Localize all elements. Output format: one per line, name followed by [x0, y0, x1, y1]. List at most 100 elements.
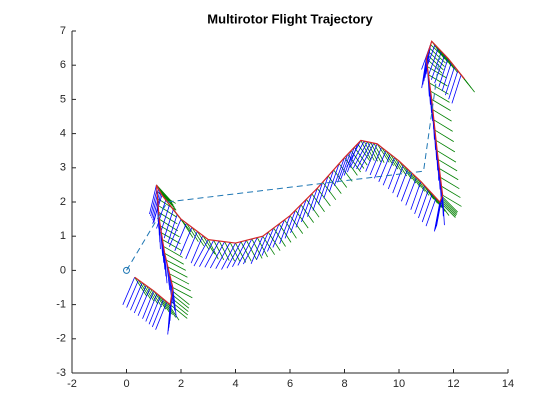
body-z-axis — [126, 279, 139, 308]
body-z-axis — [396, 169, 409, 198]
lines — [123, 40, 465, 306]
body-x-axis — [381, 147, 394, 166]
body-x-axis — [394, 157, 407, 177]
body-z-axis — [401, 173, 413, 202]
body-x-axis — [398, 160, 412, 180]
body-z-axis — [337, 153, 349, 183]
body-x-axis — [160, 225, 180, 238]
body-x-axis — [347, 153, 361, 173]
body-z-axis — [163, 209, 174, 239]
body-x-axis — [240, 241, 252, 262]
y-tick-label: 0 — [60, 264, 66, 276]
body-z-axis — [149, 184, 157, 215]
body-z-axis — [159, 204, 170, 234]
body-z-axis — [410, 181, 422, 210]
body-x-axis — [156, 184, 172, 202]
body-z-axis — [378, 153, 391, 182]
body-x-axis — [357, 143, 371, 162]
body-z-axis — [425, 44, 432, 75]
body-z-axis — [164, 253, 168, 284]
body-x-axis — [389, 153, 403, 173]
body-z-axis — [152, 195, 163, 224]
body-z-axis — [448, 70, 459, 100]
body-x-axis — [156, 293, 170, 313]
y-tick-label: 1 — [60, 230, 66, 242]
body-x-axis — [432, 109, 452, 122]
body-z-axis — [451, 74, 462, 104]
y-tick-label: 2 — [60, 196, 66, 208]
body-x-axis — [434, 129, 454, 142]
body-x-axis — [429, 82, 449, 95]
body-z-axis — [185, 231, 198, 260]
body-x-axis — [436, 150, 457, 163]
body-z-axis — [284, 210, 296, 239]
body-z-axis — [365, 143, 378, 172]
body-x-axis — [441, 185, 461, 198]
body-x-axis — [433, 119, 453, 132]
body-z-axis — [436, 196, 443, 227]
body-z-axis — [179, 227, 193, 256]
body-x-axis — [157, 186, 173, 204]
body-x-axis — [166, 259, 186, 271]
body-z-axis — [442, 195, 445, 226]
body-z-axis — [142, 290, 155, 319]
body-x-axis — [442, 194, 462, 207]
body-z-axis — [301, 193, 313, 223]
body-x-axis — [441, 197, 458, 214]
body-z-axis — [267, 223, 280, 252]
body-z-axis — [272, 219, 285, 248]
body-x-axis — [440, 177, 460, 190]
body-x-axis — [438, 159, 458, 172]
body-x-axis — [284, 219, 297, 239]
body-z-axis — [356, 142, 372, 170]
body-z-axis — [421, 193, 433, 223]
x-tick-label: 10 — [393, 378, 405, 390]
body-z-axis — [441, 62, 452, 92]
body-z-axis — [172, 287, 177, 318]
body-z-axis — [425, 197, 437, 227]
body-x-axis — [431, 99, 451, 111]
body-axes — [122, 41, 475, 335]
body-x-axis — [376, 143, 390, 163]
body-z-axis — [438, 58, 449, 88]
start-marker — [123, 266, 130, 274]
x-tick-label: 2 — [178, 378, 184, 390]
body-z-axis — [421, 58, 427, 89]
body-z-axis — [374, 150, 387, 179]
body-z-axis — [261, 227, 275, 256]
body-x-axis — [411, 173, 425, 192]
x-tick-label: 12 — [447, 378, 459, 390]
x-tick-label: 4 — [232, 378, 238, 390]
body-x-axis — [251, 238, 263, 259]
y-tick-label: -2 — [56, 333, 66, 345]
body-x-axis — [158, 211, 178, 225]
body-x-axis — [160, 192, 176, 210]
body-x-axis — [172, 290, 190, 306]
body-z-axis — [445, 66, 455, 96]
body-z-axis — [387, 160, 400, 190]
body-x-axis — [441, 196, 458, 213]
body-z-axis — [382, 157, 396, 186]
body-x-axis — [439, 168, 459, 181]
body-x-axis — [191, 227, 205, 247]
body-x-axis — [235, 242, 247, 263]
body-x-axis — [162, 239, 182, 251]
body-x-axis — [186, 222, 199, 242]
body-x-axis — [435, 140, 456, 153]
body-z-axis — [130, 282, 143, 311]
body-z-axis — [209, 241, 225, 269]
body-z-axis — [148, 296, 161, 325]
body-x-axis — [218, 240, 230, 261]
body-z-axis — [150, 186, 158, 217]
x-tick-label: -2 — [67, 378, 77, 390]
y-tick-label: 4 — [60, 128, 66, 140]
body-z-axis — [359, 142, 375, 170]
body-z-axis — [279, 215, 291, 244]
chart-title: Multirotor Flight Trajectory — [207, 11, 373, 26]
body-x-axis — [256, 237, 268, 258]
body-z-axis — [193, 239, 209, 267]
body-z-axis — [215, 242, 231, 269]
x-tick-label: 8 — [341, 378, 347, 390]
